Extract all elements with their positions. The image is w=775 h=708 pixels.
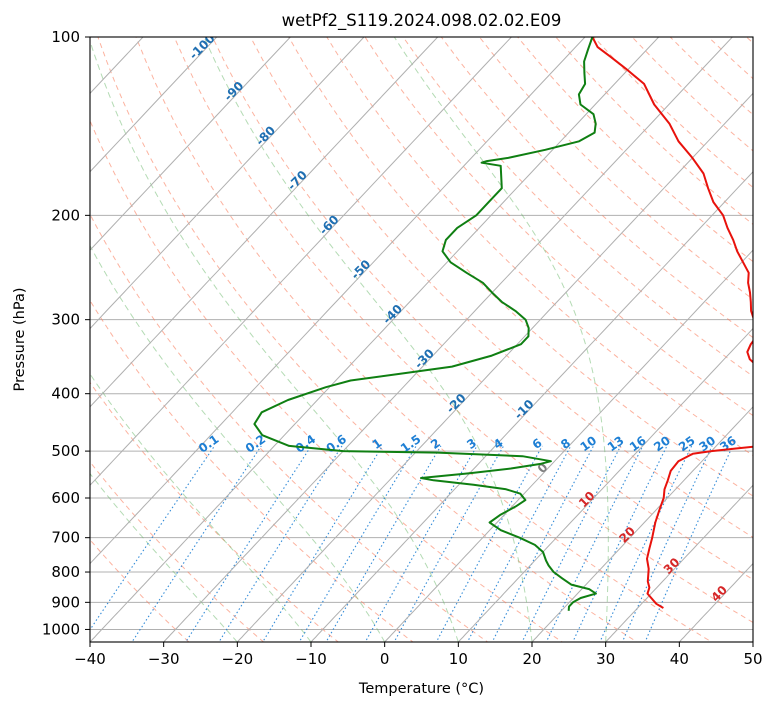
isotherm-line <box>310 171 753 642</box>
y-axis-label: Pressure (hPa) <box>12 287 28 391</box>
mixing-ratio-line <box>262 445 383 642</box>
dry-adiabat <box>326 37 753 457</box>
dry-adiabat <box>173 37 753 624</box>
dry-adiabat <box>90 119 564 642</box>
temperature-profile <box>591 37 753 609</box>
x-tick-label: 30 <box>596 650 615 668</box>
isotherm-line <box>457 327 753 642</box>
mixing-ratio-lines <box>90 445 734 642</box>
profiles <box>253 37 753 611</box>
dry-adiabat <box>90 381 340 642</box>
x-tick-label: 0 <box>380 650 390 668</box>
dry-adiabat <box>90 299 414 642</box>
plot-frame <box>89 36 754 643</box>
isotherm-grid <box>90 37 753 642</box>
isotherm-line <box>90 37 513 486</box>
isotherm-line <box>163 37 734 642</box>
isotherm-line <box>531 406 753 642</box>
dry-adiabat <box>211 37 753 581</box>
dry-adiabat <box>135 37 713 642</box>
dry-adiabat <box>440 37 753 339</box>
mixing-ratio-line <box>393 445 505 642</box>
chart-title: wetPf2_S119.2024.098.02.02.E09 <box>282 11 562 31</box>
x-tick-label: 10 <box>449 650 468 668</box>
mixing-ratio-line <box>218 445 343 642</box>
y-tick-label: 800 <box>51 563 80 581</box>
dry-adiabat <box>90 213 489 642</box>
isotherm-line <box>605 484 753 642</box>
x-axis-label: Temperature (°C) <box>358 681 484 697</box>
x-tick-label: −20 <box>222 650 254 668</box>
dewpoint-profile <box>253 37 597 611</box>
mixing-ratio-line <box>572 445 668 642</box>
y-tick-label: 700 <box>51 529 80 547</box>
x-tick-label: −40 <box>74 650 106 668</box>
y-tick-label: 500 <box>51 442 80 460</box>
moist-adiabat <box>203 37 533 642</box>
mixing-ratio-line <box>90 445 215 631</box>
isotherm-line <box>236 92 753 642</box>
dry-adiabat <box>364 37 753 417</box>
x-tick-label: 40 <box>670 650 689 668</box>
y-tick-label: 900 <box>51 593 80 611</box>
mixing-ratio-line <box>325 445 442 642</box>
mixing-ratio-line <box>466 445 572 642</box>
mixing-ratio-line <box>185 445 312 642</box>
y-tick-label: 200 <box>51 206 80 224</box>
moist-adiabat <box>393 37 609 642</box>
x-tick-label: −30 <box>148 650 180 668</box>
mixing-ratio-line <box>364 445 478 642</box>
x-tick-label: 20 <box>522 650 541 668</box>
isotherm-line <box>90 37 586 565</box>
y-tick-label: 100 <box>51 28 80 46</box>
isotherm-line <box>90 37 365 330</box>
moist-adiabat <box>90 244 386 642</box>
dry-adiabats <box>90 37 753 642</box>
mixing-ratio-line <box>545 445 644 642</box>
y-tick-label: 1000 <box>42 620 80 638</box>
mixing-ratio-line <box>298 445 417 642</box>
isobar-grid <box>90 37 753 630</box>
mixing-ratio-line <box>435 445 543 642</box>
y-tick-label: 600 <box>51 489 80 507</box>
mixing-ratio-line <box>521 445 622 642</box>
isotherm-line <box>90 37 439 408</box>
isotherm-line <box>678 562 753 642</box>
dry-adiabat <box>97 37 638 642</box>
dry-adiabat <box>90 461 265 642</box>
x-tick-label: 50 <box>743 650 762 668</box>
y-tick-label: 300 <box>51 311 80 329</box>
isotherm-line <box>90 37 660 642</box>
y-tick-label: 400 <box>51 385 80 403</box>
moist-adiabat <box>90 39 459 642</box>
x-tick-label: −10 <box>295 650 327 668</box>
axes: −40 −30 −20 −10 0 10 20 30 40 50 100 200 300 400 500 60… <box>42 28 763 668</box>
